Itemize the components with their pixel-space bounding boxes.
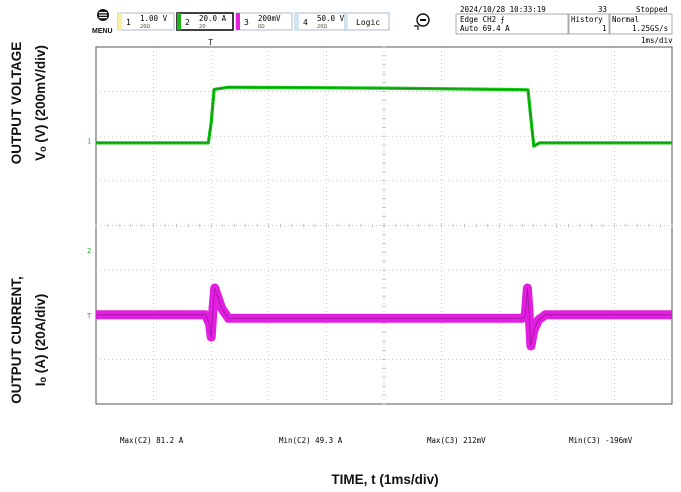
channel-2-scale: 20.0 A [199, 14, 227, 23]
acquisition-mode-label: Normal [612, 15, 639, 24]
measurement-item: Max(C2) 81.2 A [120, 436, 184, 445]
timebase: 1ms/div [641, 36, 673, 45]
voltage-axis-title-line2: Vₒ (V) (200mV/div) [33, 45, 48, 161]
channel-4-scale: 50.0 V [317, 14, 345, 23]
acquisition-status: Stopped [636, 5, 668, 14]
history-label: History [571, 15, 603, 24]
history-button[interactable] [568, 13, 610, 35]
measurement-item: Max(C3) 212mV [427, 436, 486, 445]
channel-1-scale: 1.00 V [140, 14, 168, 23]
measurement-item: Min(C3) -196mV [569, 436, 633, 445]
measurement-item: Min(C2) 49.3 A [279, 436, 343, 445]
channel-3-number: 3 [244, 18, 249, 27]
channel-marker: 1 [87, 138, 91, 146]
current-axis-title-line2: Iₒ (A) (20A/div) [33, 294, 48, 387]
plot-area: 1 2 T T [87, 38, 673, 405]
channel-4-coupling: 20Ω [317, 24, 328, 30]
channel-2-coupling: 20 [199, 24, 206, 30]
datetime: 2024/10/28 10:33:19 [460, 5, 546, 14]
channel-1-coupling: 20Ω [140, 24, 151, 30]
sample-rate: 1.25GS/s [632, 24, 668, 33]
channel-markers: 1 2 T T [87, 38, 213, 320]
waveform-ch3-line [96, 287, 672, 347]
grid-lines [95, 46, 673, 405]
channel-2-box[interactable]: 2 20.0 A20 [176, 12, 234, 31]
channel-3-scale: 200mV [258, 14, 281, 23]
channel-marker: T [87, 312, 92, 320]
history-count: 33 [598, 5, 607, 14]
time-axis-title: TIME, t (1ms/div) [331, 472, 438, 487]
history-index: 1 [602, 24, 607, 33]
channel-3-coupling: ΩΩ [258, 24, 265, 30]
trigger-info[interactable] [455, 13, 569, 35]
logic-label: Logic [356, 18, 380, 27]
channel-marker: 2 [87, 247, 91, 255]
trigger-position-marker: T [208, 38, 213, 47]
channel-2-number: 2 [185, 18, 190, 27]
measurements-row: Max(C2) 81.2 A Min(C2) 49.3 A Max(C3) 212m… [120, 436, 633, 445]
waveform-traces [96, 85, 672, 351]
channel-4-number: 4 [303, 18, 308, 27]
trigger-line1: Edge CH2 ⨍ [460, 15, 505, 24]
menu-label[interactable]: MENU [92, 28, 113, 35]
voltage-axis-title-line1: OUTPUT VOLTAGE [9, 42, 24, 165]
channel-1-number: 1 [126, 18, 131, 27]
waveform-ch2-line [96, 86, 672, 147]
zoom-icon[interactable] [414, 13, 430, 30]
current-axis-title-line1: OUTPUT CURRENT, [9, 276, 24, 404]
trigger-line2: Auto 69.4 A [460, 24, 510, 33]
acquisition-mode[interactable] [609, 13, 673, 35]
